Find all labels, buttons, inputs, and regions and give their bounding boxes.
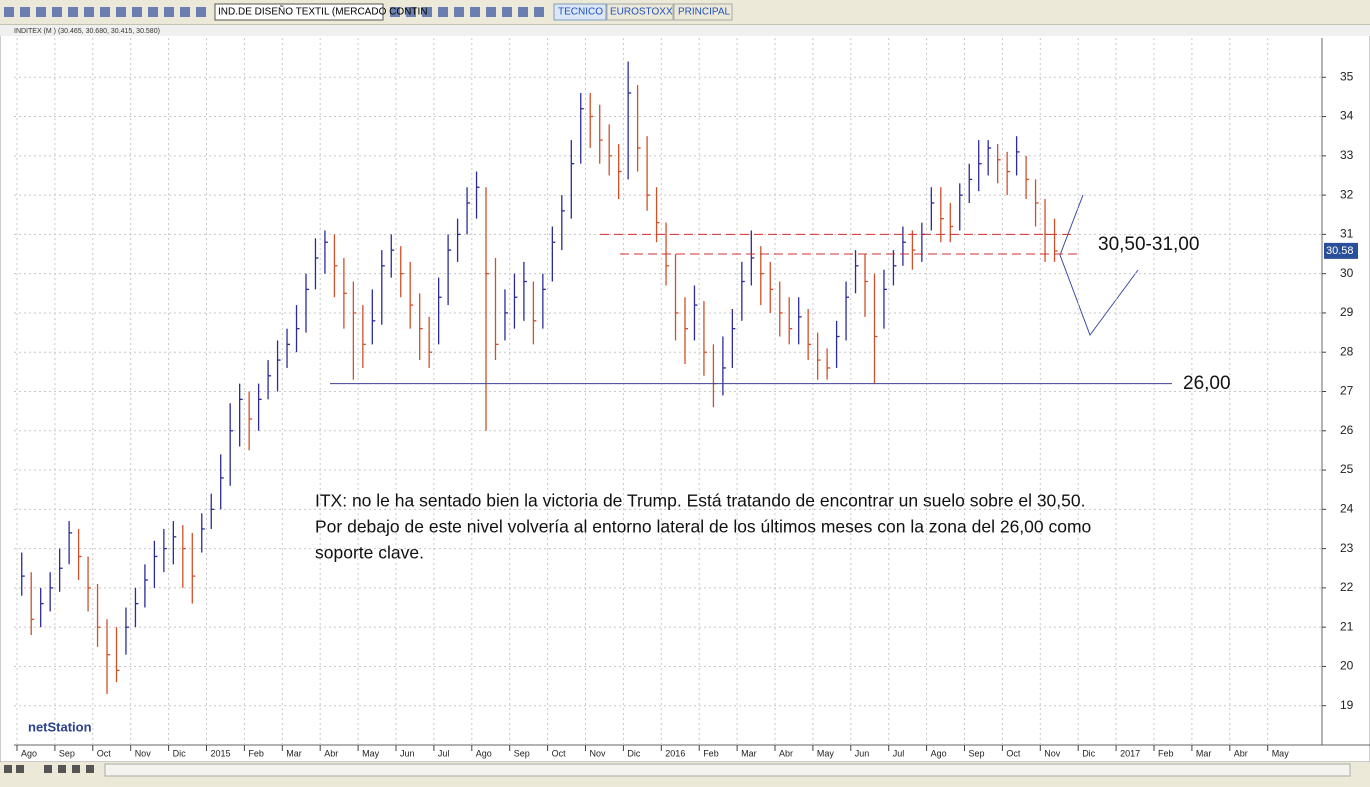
tab[interactable]: EUROSTOXX [610,7,673,18]
scrollbar[interactable] [104,763,1351,777]
y-tick-label: 32 [1340,187,1354,201]
x-tick-label: Jul [438,748,450,758]
x-tick-label: 2015 [211,748,231,758]
x-tick-label: Abr [324,748,338,758]
y-tick-label: 19 [1340,698,1354,712]
y-tick-label: 34 [1340,109,1354,123]
last-price-tag [1324,242,1358,259]
tab-active[interactable] [553,3,607,21]
x-tick-label: Ago [931,748,947,758]
y-tick-label: 28 [1340,344,1354,358]
y-tick-label: 33 [1340,148,1354,162]
x-tick-label: 2017 [1120,748,1140,758]
x-tick-label: Abr [1234,748,1248,758]
x-tick-label: Oct [552,748,567,758]
x-tick-label: Ago [21,748,37,758]
y-tick-label: 35 [1340,69,1354,83]
bottom-icons [4,765,94,773]
x-tick-label: Dic [1082,748,1095,758]
chart-header [0,25,1370,36]
y-tick-label: 20 [1340,659,1354,673]
x-tick-label: Nov [135,748,152,758]
instrument: IND.DE DISEÑO TEXTIL (MERCADO CONTIN [218,5,427,18]
tab[interactable]: TECNICO [558,7,603,18]
instrument-box[interactable] [214,3,384,21]
logo: netStation [28,719,92,734]
x-tick-label: Jun [855,748,870,758]
x-tick-label: Sep [514,748,530,758]
y-tick-label: 26 [1340,423,1354,437]
note-line: soporte clave. [315,543,424,563]
chart-title: INDITEX (M ) (30.465, 30.680, 30.415, 30… [14,28,160,35]
x-tick-label: Feb [703,748,719,758]
x-tick-label: Sep [59,748,75,758]
x-tick-label: Oct [1006,748,1021,758]
annotation: 30,50-31,00 [1098,234,1199,255]
x-tick-label: Mar [741,748,757,758]
x-tick-label: 2016 [665,748,685,758]
x-tick-label: May [362,748,380,758]
x-tick-label: Sep [969,748,985,758]
x-tick-label: Abr [779,748,793,758]
x-tick-label: Dic [173,748,186,758]
x-tick-label: Dic [627,748,640,758]
projection [1059,194,1139,337]
x-tick-label: Mar [286,748,302,758]
y-tick-label: 23 [1340,541,1354,555]
x-tick-label: Nov [1044,748,1061,758]
x-tick-label: Nov [590,748,607,758]
x-tick-label: Feb [248,748,264,758]
x-tick-label: May [1272,748,1290,758]
toolbar-icons [4,7,544,17]
y-tick-label: 29 [1340,305,1354,319]
x-tick-label: Ago [476,748,492,758]
tab-box[interactable] [606,3,674,21]
x-tick-label: May [817,748,835,758]
y-tick-label: 21 [1340,619,1354,633]
note-line: Por debajo de este nivel volvería al ent… [315,517,1091,537]
last-price: 30.58 [1326,245,1354,257]
x-tick-label: Jun [400,748,415,758]
x-tick-label: Jul [893,748,905,758]
y-tick-label: 22 [1340,580,1354,594]
y-tick-label: 31 [1340,227,1354,241]
y-tick-label: 30 [1340,266,1354,280]
annotation: 26,00 [1183,373,1231,394]
x-tick-label: Feb [1158,748,1174,758]
note-line: ITX: no le ha sentado bien la victoria d… [315,491,1085,511]
y-tick-label: 24 [1340,502,1354,516]
y-tick-label: 25 [1340,462,1354,476]
y-tick-label: 27 [1340,384,1354,398]
chart-window [0,24,1370,763]
x-tick-label: Mar [1196,748,1212,758]
tab-box[interactable] [673,3,733,21]
tab[interactable]: PRINCIPAL [678,7,730,18]
x-tick-label: Oct [97,748,112,758]
